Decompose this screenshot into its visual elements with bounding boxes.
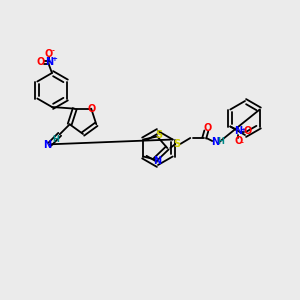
- Text: O: O: [87, 104, 95, 114]
- Text: O: O: [243, 127, 251, 136]
- Text: N: N: [44, 140, 52, 150]
- Text: O: O: [45, 49, 53, 59]
- Text: N: N: [211, 137, 219, 147]
- Text: O: O: [203, 123, 212, 133]
- Text: O: O: [234, 136, 242, 146]
- Text: S: S: [156, 130, 163, 140]
- Text: -: -: [241, 140, 244, 146]
- Text: +: +: [51, 56, 57, 62]
- Text: -: -: [52, 48, 54, 54]
- Text: S: S: [174, 139, 181, 149]
- Text: O: O: [37, 57, 45, 67]
- Text: N: N: [153, 155, 161, 166]
- Text: H: H: [52, 135, 59, 144]
- Text: N: N: [234, 127, 242, 136]
- Text: N: N: [45, 57, 53, 67]
- Text: +: +: [240, 127, 246, 133]
- Text: H: H: [217, 137, 224, 146]
